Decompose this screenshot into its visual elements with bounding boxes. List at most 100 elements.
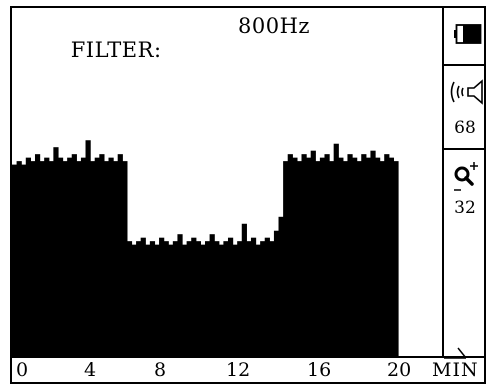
signal-bar <box>67 157 73 356</box>
axis-end-marker <box>444 347 467 359</box>
signal-bar <box>48 161 54 356</box>
axis-tick-label: 4 <box>84 359 97 381</box>
signal-bar <box>39 161 45 356</box>
signal-bar <box>237 241 243 356</box>
signal-bar <box>232 244 238 356</box>
signal-bar <box>71 154 77 356</box>
device-screen: FILTER: 800Hz 68 <box>10 6 486 384</box>
filter-frequency: 800Hz <box>238 14 310 38</box>
signal-bar <box>209 234 215 356</box>
signal-bar <box>195 241 202 356</box>
signal-bar <box>53 147 59 356</box>
signal-bar <box>393 161 399 356</box>
signal-bar <box>347 154 353 356</box>
signal-bar <box>136 241 142 356</box>
signal-bar <box>370 150 376 356</box>
signal-bar <box>227 237 234 356</box>
signal-bar <box>57 157 64 356</box>
signal-bar <box>140 237 146 356</box>
signal-bar <box>365 157 372 356</box>
signal-bar <box>356 161 362 356</box>
signal-bar <box>90 161 96 356</box>
signal-plot-area <box>12 8 442 356</box>
signal-bar <box>34 154 41 356</box>
volume-level: 68 <box>454 118 476 138</box>
signal-bar <box>200 244 206 356</box>
signal-bar <box>375 157 381 356</box>
time-axis: 0 4 8 12 16 20 MIN <box>12 347 484 382</box>
signal-bar <box>283 161 289 356</box>
battery-panel <box>444 8 486 66</box>
signal-bar <box>94 157 100 356</box>
signal-bar <box>186 241 192 356</box>
signal-bar <box>241 223 247 356</box>
filter-label: FILTER: <box>70 38 162 62</box>
signal-bar <box>296 161 303 356</box>
signal-bar <box>306 157 312 356</box>
signal-bar <box>214 241 220 356</box>
signal-bar <box>62 161 68 356</box>
signal-bar <box>85 140 91 356</box>
filter-header: FILTER: 800Hz <box>42 14 310 110</box>
signal-bar <box>172 241 179 356</box>
signal-bar <box>16 161 22 356</box>
axis-tick-label: 16 <box>307 359 332 381</box>
axis-tick-label: 12 <box>226 359 251 381</box>
signal-bar <box>273 230 280 356</box>
signal-bar <box>76 161 82 356</box>
signal-bar <box>324 154 330 356</box>
signal-bar <box>117 154 123 356</box>
signal-bar <box>310 150 316 356</box>
signal-bar <box>122 161 128 356</box>
signal-bar <box>108 157 114 356</box>
signal-bar <box>361 154 367 356</box>
signal-bar <box>99 154 105 356</box>
signal-bar <box>301 154 307 356</box>
zoom-level: 32 <box>454 198 476 218</box>
signal-bar <box>269 241 275 356</box>
speaker-icon <box>450 79 483 105</box>
signal-bar <box>352 157 358 356</box>
signal-bar <box>260 241 266 356</box>
signal-bar <box>21 164 27 356</box>
signal-bar <box>287 154 293 356</box>
signal-bar <box>278 216 284 356</box>
signal-bar <box>163 241 169 356</box>
signal-bar <box>338 157 344 356</box>
signal-bar <box>44 157 50 356</box>
signal-bar <box>182 244 188 356</box>
signal-bar <box>292 157 298 356</box>
signal-bar <box>384 154 390 356</box>
axis-tick-label: 0 <box>16 359 29 381</box>
battery-icon <box>454 24 482 44</box>
signal-bar <box>103 161 110 356</box>
signal-bar <box>250 237 257 356</box>
signal-bar <box>223 241 229 356</box>
signal-bar <box>319 157 326 356</box>
signal-bar <box>145 244 151 356</box>
signal-bar <box>113 161 119 356</box>
signal-bar <box>255 244 261 356</box>
signal-bar <box>264 237 270 356</box>
signal-bar <box>191 237 197 356</box>
signal-bar-chart <box>12 140 399 356</box>
signal-bar <box>315 161 321 356</box>
signal-bar <box>379 161 385 356</box>
volume-panel: 68 <box>444 66 486 150</box>
signal-bar <box>126 241 133 356</box>
signal-bar <box>342 161 349 356</box>
signal-bar <box>333 143 339 356</box>
signal-bar <box>159 237 165 356</box>
signal-bar <box>149 241 156 356</box>
signal-bar <box>388 157 395 356</box>
axis-tick-label: 8 <box>154 359 167 381</box>
signal-bar <box>168 244 174 356</box>
signal-bar <box>30 161 36 356</box>
signal-bar <box>205 241 211 356</box>
signal-bar <box>177 234 183 356</box>
signal-bar <box>131 244 137 356</box>
signal-bar <box>154 244 160 356</box>
signal-bar <box>12 164 18 356</box>
signal-bar <box>218 244 224 356</box>
zoom-icon <box>454 162 478 191</box>
